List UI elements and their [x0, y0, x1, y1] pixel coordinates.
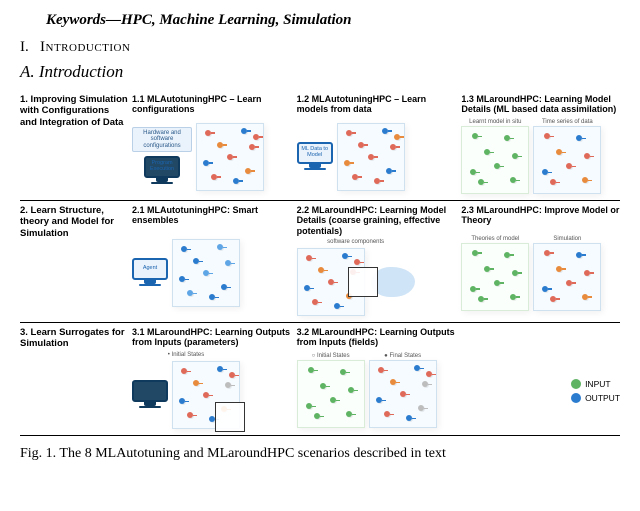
computer-icon: Agent	[132, 258, 168, 288]
panel-title	[461, 327, 620, 349]
figure-row: 1. Improving Simulation with Configurati…	[20, 90, 620, 201]
figure-panel: 1.1 MLAutotuningHPC – Learn configuratio…	[132, 94, 291, 194]
panel-body: ML Data to Model	[297, 119, 456, 194]
figure-legend: INPUT OUTPUT	[571, 379, 620, 403]
panel-title: 3.2 MLaroundHPC: Learning Outputs from I…	[297, 327, 456, 349]
particle-box	[369, 360, 437, 428]
row-label: 3. Learn Surrogates for Simulation	[20, 327, 132, 429]
figure-1: 1. Improving Simulation with Configurati…	[20, 90, 620, 436]
inset-box	[348, 267, 378, 297]
panel-body: Agent	[132, 230, 291, 316]
panel-title: 2.3 MLaroundHPC: Improve Model or Theory	[461, 205, 620, 227]
panel-body: software components	[297, 239, 456, 316]
panel-body: ○ Initial States● Final States	[297, 352, 456, 429]
computer-icon	[132, 380, 168, 410]
row-label: 2. Learn Structure, theory and Model for…	[20, 205, 132, 316]
particle-box	[337, 123, 405, 191]
section-number: I.	[20, 39, 29, 55]
panel-body: Learnt model in situTime series of data	[461, 119, 620, 194]
legend-item: INPUT	[571, 379, 620, 389]
particle-box	[461, 126, 529, 194]
particle-box	[196, 123, 264, 191]
figure-panel: 3.1 MLaroundHPC: Learning Outputs from I…	[132, 327, 291, 429]
particle-box	[297, 248, 365, 316]
figure-panel: INPUT OUTPUT	[461, 327, 620, 429]
panel-body: Theories of modelSimulation	[461, 230, 620, 316]
section-heading-1: I. Introduction	[20, 39, 620, 56]
panel-title: 1.2 MLAutotuningHPC – Learn models from …	[297, 94, 456, 116]
figure-panel: 2.3 MLaroundHPC: Improve Model or Theory…	[461, 205, 620, 316]
subsection-heading: A. Introduction	[20, 62, 620, 82]
figure-panel: 3.2 MLaroundHPC: Learning Outputs from I…	[297, 327, 456, 429]
computer-icon: ML Data to Model	[297, 142, 333, 172]
panel-title: 1.1 MLAutotuningHPC – Learn configuratio…	[132, 94, 291, 116]
figure-row: 3. Learn Surrogates for Simulation3.1 ML…	[20, 323, 620, 436]
particle-box	[533, 126, 601, 194]
particle-box	[533, 243, 601, 311]
figure-panel: 1.3 MLaroundHPC: Learning Model Details …	[461, 94, 620, 194]
computer-icon: Program Execution	[144, 156, 180, 186]
figure-caption: Fig. 1. The 8 MLAutotuning and MLaroundH…	[20, 446, 620, 462]
particle-box	[172, 361, 240, 429]
panel-title: 3.1 MLaroundHPC: Learning Outputs from I…	[132, 327, 291, 349]
figure-panel: 1.2 MLAutotuningHPC – Learn models from …	[297, 94, 456, 194]
panel-title: 2.1 MLAutotuningHPC: Smart ensembles	[132, 205, 291, 227]
section-title: Introduction	[40, 39, 130, 55]
panel-body: INPUT OUTPUT	[461, 352, 620, 429]
figure-row: 2. Learn Structure, theory and Model for…	[20, 201, 620, 323]
particle-box	[461, 243, 529, 311]
panel-title: 2.2 MLaroundHPC: Learning Model Details …	[297, 205, 456, 236]
particle-box	[297, 360, 365, 428]
particle-box	[172, 239, 240, 307]
panel-body: • Initial States	[132, 352, 291, 429]
panel-title: 1.3 MLaroundHPC: Learning Model Details …	[461, 94, 620, 116]
panel-body: Hardware and software configurationsProg…	[132, 119, 291, 194]
row-label: 1. Improving Simulation with Configurati…	[20, 94, 132, 194]
figure-panel: 2.2 MLaroundHPC: Learning Model Details …	[297, 205, 456, 316]
figure-panel: 2.1 MLAutotuningHPC: Smart ensembles Agen…	[132, 205, 291, 316]
keywords-line: Keywords—HPC, Machine Learning, Simulati…	[46, 12, 620, 29]
legend-item: OUTPUT	[571, 393, 620, 403]
